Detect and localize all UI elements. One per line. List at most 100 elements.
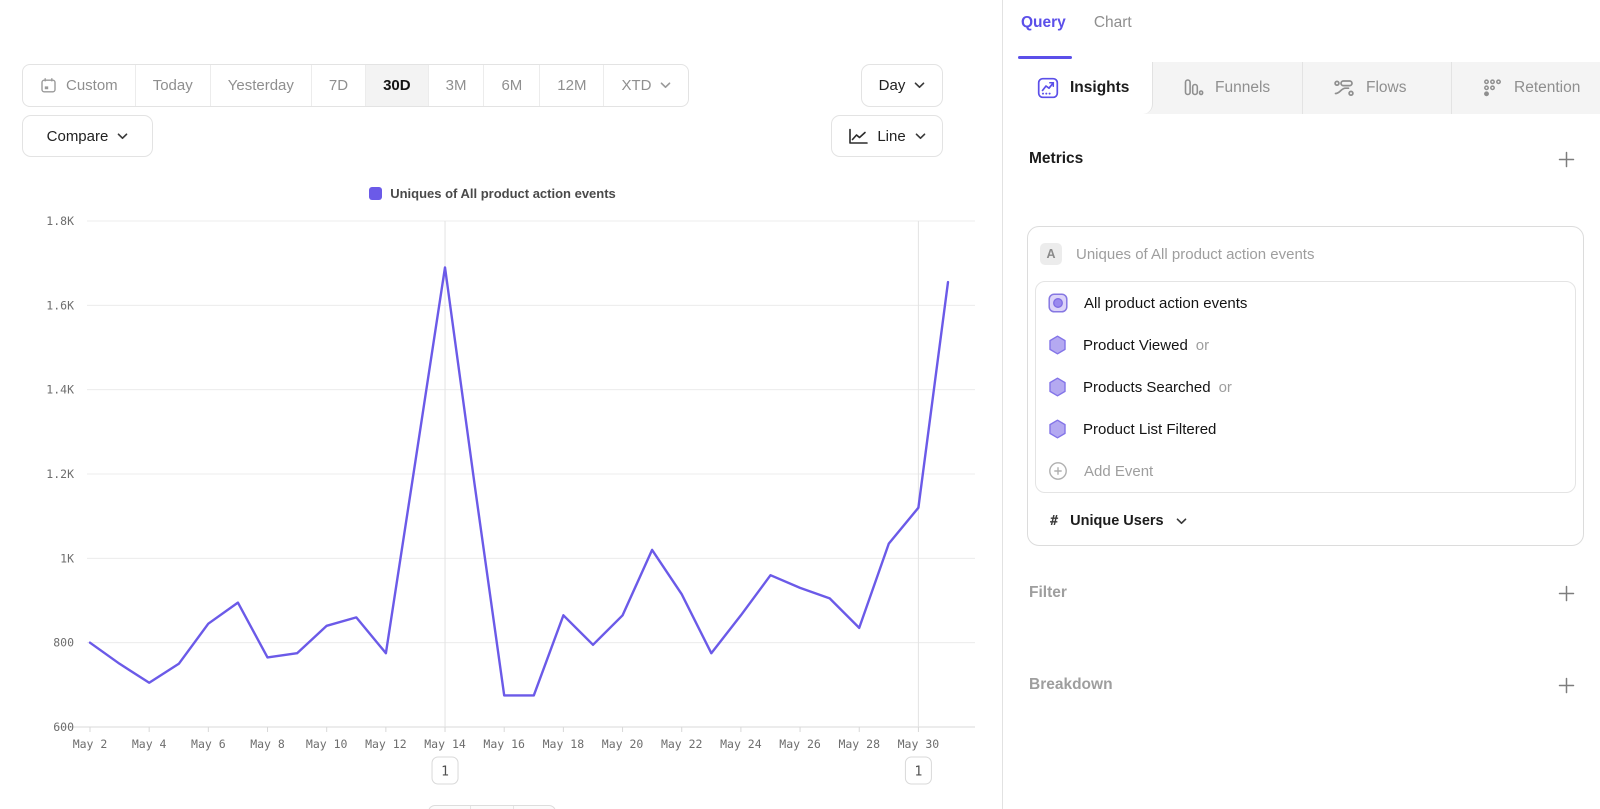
chevron-down-icon bbox=[914, 82, 925, 89]
report-tab-flows[interactable]: Flows bbox=[1302, 62, 1451, 114]
y-axis-label: 1K bbox=[60, 551, 74, 565]
report-tab-insights[interactable]: Insights bbox=[1003, 62, 1153, 114]
add-event-icon bbox=[1048, 461, 1068, 481]
event-name: Product Viewed bbox=[1083, 336, 1188, 354]
date-range-xtd[interactable]: XTD bbox=[603, 65, 688, 106]
chart-legend[interactable]: Uniques of All product action events bbox=[0, 186, 985, 201]
x-axis-label: May 22 bbox=[661, 737, 703, 751]
add-event-button[interactable]: Add Event bbox=[1036, 450, 1575, 492]
granularity-label: Day bbox=[878, 77, 906, 94]
compare-dropdown[interactable]: Compare bbox=[22, 115, 153, 157]
x-axis-label: May 18 bbox=[543, 737, 585, 751]
date-range-label: 3M bbox=[445, 77, 467, 94]
chart-type-dropdown[interactable]: Line bbox=[831, 115, 943, 157]
chart-footer-control-cutoff[interactable] bbox=[428, 805, 556, 809]
x-axis-label: May 6 bbox=[191, 737, 226, 751]
add-event-label: Add Event bbox=[1084, 462, 1154, 480]
y-axis-label: 1.8K bbox=[46, 214, 74, 228]
metric-series-badge: A bbox=[1040, 243, 1062, 265]
date-range-3m[interactable]: 3M bbox=[427, 65, 484, 106]
flows-icon bbox=[1333, 78, 1355, 98]
x-axis-label: May 26 bbox=[779, 737, 821, 751]
annotation-marker[interactable]: 1 bbox=[431, 756, 459, 785]
x-axis-label: May 28 bbox=[838, 737, 880, 751]
date-range-today[interactable]: Today bbox=[134, 65, 210, 106]
date-range-30d[interactable]: 30D bbox=[365, 65, 428, 106]
calendar-icon bbox=[40, 77, 57, 94]
chevron-down-icon bbox=[660, 82, 671, 89]
filter-title: Filter bbox=[1029, 584, 1067, 601]
event-hexagon-icon bbox=[1048, 419, 1067, 439]
x-axis-label: May 30 bbox=[898, 737, 940, 751]
plus-icon bbox=[1558, 677, 1575, 694]
metric-card: A Uniques of All product action events A… bbox=[1027, 226, 1584, 546]
chevron-down-icon bbox=[117, 132, 128, 140]
date-range-12m[interactable]: 12M bbox=[539, 65, 603, 106]
insights-icon bbox=[1037, 77, 1059, 99]
event-name: All product action events bbox=[1084, 294, 1248, 312]
date-range-label: 30D bbox=[383, 77, 411, 94]
metric-group-row[interactable]: A Uniques of All product action events bbox=[1028, 227, 1583, 281]
line-chart-icon bbox=[848, 128, 869, 145]
y-axis-label: 1.6K bbox=[46, 298, 74, 312]
event-hexagon-icon bbox=[1048, 335, 1067, 355]
report-type-tab-bar: Insights Funnels Flows Retention bbox=[1003, 62, 1600, 114]
date-range-label: Custom bbox=[66, 77, 118, 94]
chevron-down-icon bbox=[915, 132, 926, 140]
date-range-label: 6M bbox=[501, 77, 523, 94]
data-series-line[interactable] bbox=[88, 266, 950, 697]
event-row[interactable]: All product action events bbox=[1036, 282, 1575, 324]
retention-icon bbox=[1482, 78, 1503, 99]
query-tab-underline bbox=[1018, 56, 1072, 59]
date-range-custom[interactable]: Custom bbox=[23, 65, 135, 106]
date-range-segmented-control: Custom Today Yesterday 7D 30D 3M 6M 12M XTD bbox=[22, 64, 690, 107]
y-axis-label: 1.2K bbox=[46, 467, 74, 481]
add-filter-button[interactable] bbox=[1557, 584, 1575, 602]
aggregation-selector[interactable]: # Unique Users bbox=[1028, 493, 1583, 549]
line-chart[interactable]: 600 800 1K 1.2K 1.4K 1.6K 1.8K May 2 May 4 May 6 M… bbox=[0, 180, 985, 809]
event-row[interactable]: Product Viewed or bbox=[1036, 324, 1575, 366]
date-range-yesterday[interactable]: Yesterday bbox=[209, 65, 311, 106]
svg-text:1: 1 bbox=[441, 765, 449, 780]
y-axis-label: 1.4K bbox=[46, 383, 74, 397]
date-range-label: XTD bbox=[621, 77, 652, 94]
tab-chart[interactable]: Chart bbox=[1093, 14, 1132, 31]
y-axis-label: 600 bbox=[53, 720, 74, 734]
metric-group-label: Uniques of All product action events bbox=[1076, 245, 1315, 263]
svg-text:1: 1 bbox=[914, 765, 922, 780]
report-tab-label: Retention bbox=[1514, 79, 1581, 96]
annotation-marker[interactable]: 1 bbox=[904, 756, 932, 785]
add-breakdown-button[interactable] bbox=[1557, 676, 1575, 694]
x-axis-label: May 2 bbox=[73, 737, 108, 751]
event-operator: or bbox=[1218, 378, 1232, 396]
granularity-dropdown[interactable]: Day bbox=[861, 64, 943, 107]
report-tab-label: Insights bbox=[1070, 79, 1130, 96]
x-axis-label: May 14 bbox=[424, 737, 466, 751]
x-axis-label: May 20 bbox=[602, 737, 644, 751]
report-tab-retention[interactable]: Retention bbox=[1451, 62, 1600, 114]
tab-query[interactable]: Query bbox=[1021, 14, 1066, 31]
filter-section-header: Filter bbox=[1029, 584, 1575, 602]
breakdown-title: Breakdown bbox=[1029, 676, 1113, 693]
x-axis-label: May 24 bbox=[720, 737, 762, 751]
add-metric-button[interactable] bbox=[1557, 150, 1575, 168]
x-axis-label: May 4 bbox=[132, 737, 167, 751]
report-tab-funnels[interactable]: Funnels bbox=[1153, 62, 1302, 114]
metrics-title: Metrics bbox=[1029, 150, 1084, 167]
date-range-label: 12M bbox=[557, 77, 587, 94]
event-row[interactable]: Product List Filtered bbox=[1036, 408, 1575, 450]
x-axis-label: May 8 bbox=[250, 737, 285, 751]
event-name: Product List Filtered bbox=[1083, 420, 1217, 438]
date-range-6m[interactable]: 6M bbox=[483, 65, 539, 106]
y-axis-label: 800 bbox=[53, 636, 74, 650]
event-group-card: All product action events Product Viewed o… bbox=[1035, 281, 1576, 493]
x-axis-label: May 12 bbox=[365, 737, 407, 751]
plus-icon bbox=[1558, 151, 1575, 168]
funnels-icon bbox=[1183, 78, 1204, 99]
event-row[interactable]: Products Searched or bbox=[1036, 366, 1575, 408]
date-range-7d[interactable]: 7D bbox=[310, 65, 365, 106]
panel-header-tabs: Query Chart bbox=[1021, 14, 1132, 32]
event-name: Products Searched bbox=[1083, 378, 1211, 396]
report-tab-label: Flows bbox=[1366, 79, 1407, 96]
